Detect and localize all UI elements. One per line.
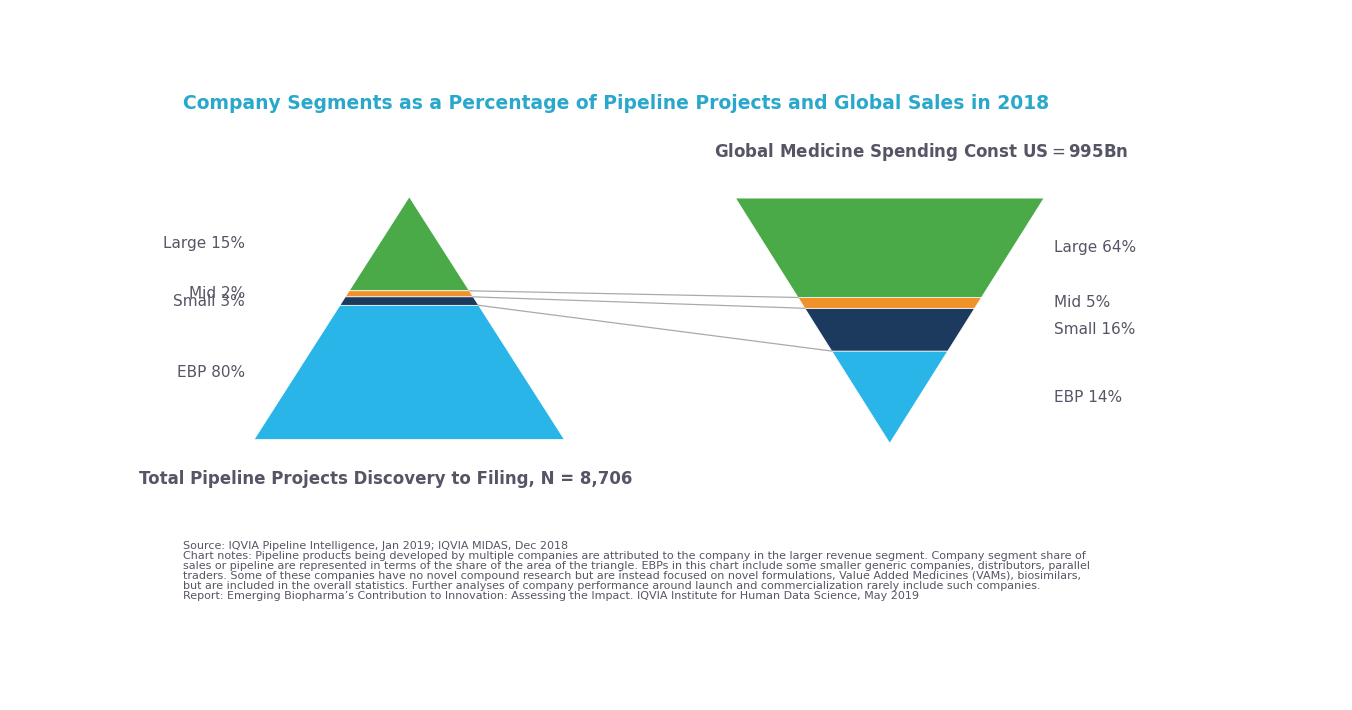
Polygon shape xyxy=(798,297,982,308)
Polygon shape xyxy=(349,197,469,291)
Text: traders. Some of these companies have no novel compound research but are instead: traders. Some of these companies have no… xyxy=(183,571,1082,581)
Text: Mid 2%: Mid 2% xyxy=(189,286,245,301)
Text: Source: IQVIA Pipeline Intelligence, Jan 2019; IQVIA MIDAS, Dec 2018: Source: IQVIA Pipeline Intelligence, Jan… xyxy=(183,541,568,551)
Polygon shape xyxy=(345,291,473,297)
Polygon shape xyxy=(831,351,948,443)
Text: Company Segments as a Percentage of Pipeline Projects and Global Sales in 2018: Company Segments as a Percentage of Pipe… xyxy=(183,94,1049,114)
Text: Mid 5%: Mid 5% xyxy=(1055,295,1110,310)
Polygon shape xyxy=(804,308,975,351)
Text: Report: Emerging Biopharma’s Contribution to Innovation: Assessing the Impact. I: Report: Emerging Biopharma’s Contributio… xyxy=(183,591,919,601)
Text: Chart notes: Pipeline products being developed by multiple companies are attribu: Chart notes: Pipeline products being dev… xyxy=(183,551,1086,561)
Polygon shape xyxy=(254,305,564,439)
Polygon shape xyxy=(339,297,479,305)
Text: Large 64%: Large 64% xyxy=(1055,240,1136,255)
Polygon shape xyxy=(735,198,1044,297)
Text: EBP 80%: EBP 80% xyxy=(177,365,245,380)
Text: sales or pipeline are represented in terms of the share of the area of the trian: sales or pipeline are represented in ter… xyxy=(183,561,1090,571)
Text: EBP 14%: EBP 14% xyxy=(1055,390,1122,405)
Text: but are included in the overall statistics. Further analyses of company performa: but are included in the overall statisti… xyxy=(183,581,1041,591)
Text: Small 3%: Small 3% xyxy=(173,294,245,309)
Text: Small 16%: Small 16% xyxy=(1055,322,1136,337)
Text: Total Pipeline Projects Discovery to Filing, N = 8,706: Total Pipeline Projects Discovery to Fil… xyxy=(139,470,633,488)
Text: Global Medicine Spending Const US$ = $995Bn: Global Medicine Spending Const US$ = $99… xyxy=(714,141,1128,163)
Text: Large 15%: Large 15% xyxy=(164,236,245,251)
